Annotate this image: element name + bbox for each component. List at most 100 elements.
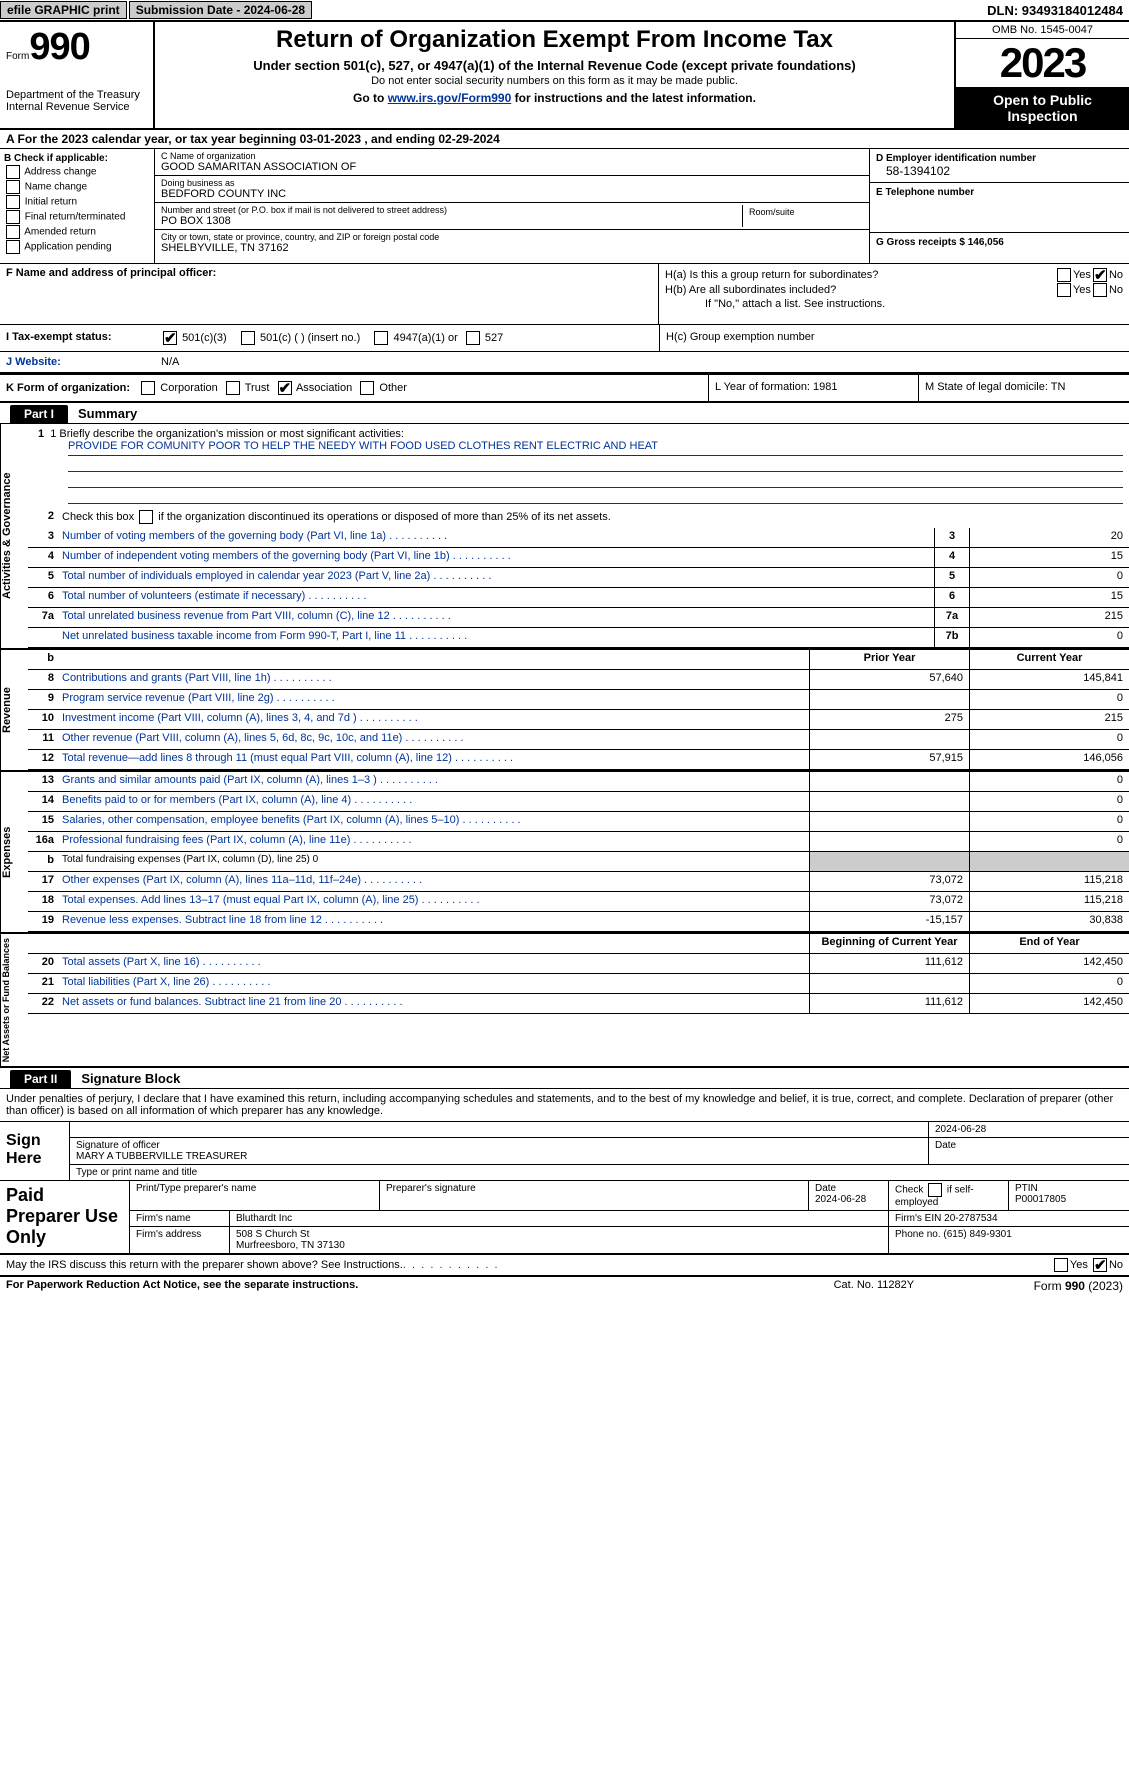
rev-hdr-num: b bbox=[28, 650, 58, 669]
line-num: 10 bbox=[28, 710, 58, 729]
firm-addr2: Murfreesboro, TN 37130 bbox=[236, 1240, 882, 1251]
exp-line: 17Other expenses (Part IX, column (A), l… bbox=[28, 872, 1129, 892]
ssn-notice: Do not enter social security numbers on … bbox=[165, 75, 944, 87]
4947-checkbox[interactable] bbox=[374, 331, 388, 345]
efile-print-button[interactable]: efile GRAPHIC print bbox=[0, 1, 127, 19]
opt-501c3: 501(c)(3) bbox=[182, 332, 227, 344]
part2-header: Part II Signature Block bbox=[0, 1068, 1129, 1089]
gross-receipts: G Gross receipts $ 146,056 bbox=[876, 237, 1123, 248]
line2-num: 2 bbox=[28, 508, 58, 528]
form-pre: Form bbox=[1034, 1279, 1065, 1293]
sig-label: Signature of officer bbox=[76, 1140, 922, 1151]
sig-blank bbox=[70, 1122, 929, 1137]
501c-checkbox[interactable] bbox=[241, 331, 255, 345]
527-checkbox[interactable] bbox=[466, 331, 480, 345]
prior-val: 73,072 bbox=[809, 892, 969, 911]
footer: For Paperwork Reduction Act Notice, see … bbox=[0, 1277, 1129, 1295]
hb-no-checkbox[interactable] bbox=[1093, 283, 1107, 297]
prep-name-hdr: Print/Type preparer's name bbox=[130, 1181, 380, 1210]
net-hdr-desc bbox=[58, 934, 809, 953]
org-name: GOOD SAMARITAN ASSOCIATION OF bbox=[161, 161, 863, 173]
curr-val: 0 bbox=[969, 690, 1129, 709]
line2-checkbox[interactable] bbox=[139, 510, 153, 524]
k-checkbox[interactable] bbox=[360, 381, 374, 395]
line-num: 6 bbox=[28, 588, 58, 607]
b-checkbox[interactable] bbox=[6, 195, 20, 209]
b-checkbox[interactable] bbox=[6, 210, 20, 224]
curr-val: 0 bbox=[969, 792, 1129, 811]
opt-527: 527 bbox=[485, 332, 503, 344]
prior-val: 111,612 bbox=[809, 994, 969, 1013]
prior-year-hdr: Prior Year bbox=[809, 650, 969, 669]
curr-val: 142,450 bbox=[969, 954, 1129, 973]
governance-section: Activities & Governance 1 1 Briefly desc… bbox=[0, 424, 1129, 650]
ha-no-checkbox[interactable] bbox=[1093, 268, 1107, 282]
ptin-val: P00017805 bbox=[1015, 1194, 1123, 1205]
line2-desc: Check this box Check this box if the org… bbox=[58, 508, 1129, 528]
line-desc: Program service revenue (Part VIII, line… bbox=[58, 690, 809, 709]
b-checkbox[interactable] bbox=[6, 165, 20, 179]
curr-val: 215 bbox=[969, 710, 1129, 729]
type-print-label: Type or print name and title bbox=[70, 1165, 203, 1180]
section-i-row: I Tax-exempt status: 501(c)(3) 501(c) ( … bbox=[0, 325, 1129, 352]
form-number: 990 bbox=[29, 26, 89, 68]
mission-label: 1 Briefly describe the organization's mi… bbox=[50, 428, 404, 440]
b-checkbox[interactable] bbox=[6, 180, 20, 194]
begin-year-hdr: Beginning of Current Year bbox=[809, 934, 969, 953]
ein-value: 58-1394102 bbox=[876, 164, 1123, 178]
yes-label: Yes bbox=[1073, 269, 1091, 281]
opt-501c: 501(c) ( ) (insert no.) bbox=[260, 332, 360, 344]
curr-val: 145,841 bbox=[969, 670, 1129, 689]
section-f-label: F Name and address of principal officer: bbox=[6, 267, 216, 279]
addr-value: PO BOX 1308 bbox=[161, 215, 742, 227]
rev-line: 11Other revenue (Part VIII, column (A), … bbox=[28, 730, 1129, 750]
form-title[interactable]: Return of Organization Exempt From Incom… bbox=[165, 26, 944, 54]
line-desc: Total revenue—add lines 8 through 11 (mu… bbox=[58, 750, 809, 769]
line-desc: Grants and similar amounts paid (Part IX… bbox=[58, 772, 809, 791]
k-checkbox[interactable] bbox=[226, 381, 240, 395]
curr-val: 0 bbox=[969, 772, 1129, 791]
firm-addr-lbl: Firm's address bbox=[130, 1227, 230, 1253]
section-bcd: B Check if applicable: Address change Na… bbox=[0, 149, 1129, 264]
b-checkbox-item: Initial return bbox=[4, 195, 150, 209]
discuss-no-checkbox[interactable] bbox=[1093, 1258, 1107, 1272]
line-num: 18 bbox=[28, 892, 58, 911]
discuss-yes-checkbox[interactable] bbox=[1054, 1258, 1068, 1272]
b-checkbox[interactable] bbox=[6, 240, 20, 254]
self-employed-checkbox[interactable] bbox=[928, 1183, 942, 1197]
preparer-label: Paid Preparer Use Only bbox=[0, 1181, 130, 1253]
prior-val: 73,072 bbox=[809, 872, 969, 891]
line-num: 21 bbox=[28, 974, 58, 993]
prior-val: 57,915 bbox=[809, 750, 969, 769]
line-num: 8 bbox=[28, 670, 58, 689]
mission-line-4 bbox=[68, 488, 1123, 504]
prep-sig-hdr: Preparer's signature bbox=[380, 1181, 809, 1210]
ein-lbl: Firm's EIN bbox=[895, 1213, 941, 1224]
no-label-2: No bbox=[1109, 284, 1123, 296]
line-num: 7a bbox=[28, 608, 58, 627]
line-val: 215 bbox=[969, 608, 1129, 627]
line-box: 7a bbox=[934, 608, 969, 627]
line-num: 5 bbox=[28, 568, 58, 587]
line-num: 3 bbox=[28, 528, 58, 547]
mission-block: 1 1 Briefly describe the organization's … bbox=[28, 424, 1129, 508]
ha-yes-checkbox[interactable] bbox=[1057, 268, 1071, 282]
hb-label: H(b) Are all subordinates included? bbox=[665, 284, 1055, 296]
b-checkbox[interactable] bbox=[6, 225, 20, 239]
k-checkbox[interactable] bbox=[141, 381, 155, 395]
prior-val bbox=[809, 832, 969, 851]
line-desc: Other expenses (Part IX, column (A), lin… bbox=[58, 872, 809, 891]
line-desc: Contributions and grants (Part VIII, lin… bbox=[58, 670, 809, 689]
501c3-checkbox[interactable] bbox=[163, 331, 177, 345]
phone-label: E Telephone number bbox=[876, 187, 1123, 198]
form-header: Form990 Department of the Treasury Inter… bbox=[0, 22, 1129, 130]
expenses-section: Expenses 13Grants and similar amounts pa… bbox=[0, 772, 1129, 934]
line-num: 13 bbox=[28, 772, 58, 791]
k-checkbox[interactable] bbox=[278, 381, 292, 395]
hb-yes-checkbox[interactable] bbox=[1057, 283, 1071, 297]
irs-link[interactable]: www.irs.gov/Form990 bbox=[388, 91, 512, 105]
prior-val: 275 bbox=[809, 710, 969, 729]
part2-title: Signature Block bbox=[81, 1071, 180, 1086]
goto-line: Go to www.irs.gov/Form990 for instructio… bbox=[165, 91, 944, 105]
city-label: City or town, state or province, country… bbox=[161, 232, 863, 242]
